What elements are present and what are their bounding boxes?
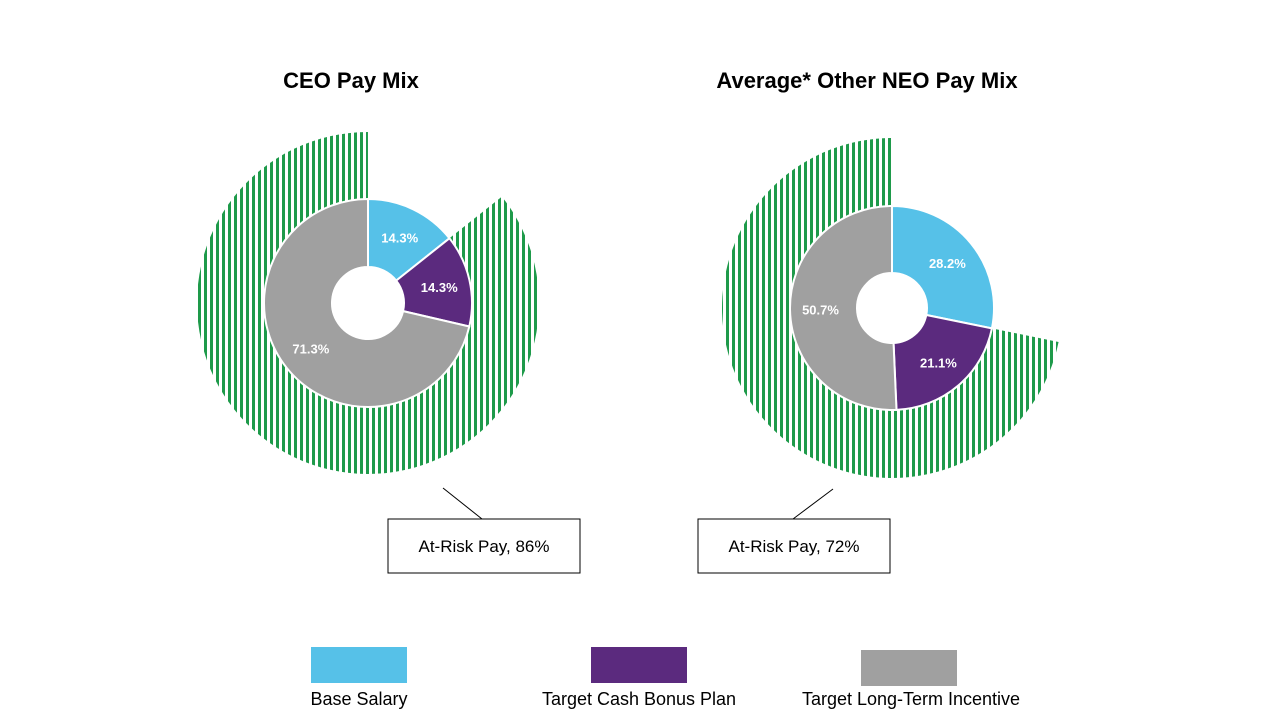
ceo-at-risk-ring	[197, 132, 539, 474]
ceo-slice-long-term-incentive	[263, 197, 471, 408]
neo-slice-label-base-salary: 28.2%	[929, 256, 966, 271]
ceo-slice-label-cash-bonus: 14.3%	[421, 280, 458, 295]
ceo-callout-leader	[442, 487, 483, 520]
neo-slice-labels: 28.2% 21.1% 50.7%	[802, 256, 966, 371]
neo-chart-title: Average* Other NEO Pay Mix	[716, 68, 1018, 93]
legend-label-base-salary: Base Salary	[310, 689, 407, 709]
neo-at-risk-ring	[722, 138, 1059, 478]
ceo-at-risk-label: At-Risk Pay, 86%	[418, 537, 549, 556]
neo-slice-label-cash-bonus: 21.1%	[920, 355, 957, 370]
ceo-at-risk-arc	[197, 132, 539, 474]
neo-at-risk-label: At-Risk Pay, 72%	[728, 537, 859, 556]
ceo-slice-label-long-term-incentive: 71.3%	[292, 341, 329, 356]
ceo-donut	[263, 197, 473, 408]
ceo-slice-labels: 14.3% 14.3% 71.3%	[292, 230, 458, 356]
ceo-pay-mix-chart: CEO Pay Mix 14.3% 14.3% 71.3% At-Risk Pay,…	[197, 68, 581, 574]
legend-swatch-cash-bonus	[591, 647, 687, 683]
legend-swatch-long-term-incentive	[861, 650, 957, 686]
ceo-chart-title: CEO Pay Mix	[283, 68, 419, 93]
neo-callout-box	[697, 518, 891, 574]
neo-donut	[789, 204, 995, 411]
legend-label-long-term-incentive: Target Long-Term Incentive	[802, 689, 1020, 709]
neo-callout-leader	[792, 488, 834, 520]
legend-label-cash-bonus: Target Cash Bonus Plan	[542, 689, 736, 709]
ceo-slice-base-salary	[367, 197, 451, 283]
neo-slice-long-term-incentive	[789, 204, 898, 411]
neo-slice-base-salary	[891, 204, 995, 330]
neo-slice-cash-bonus	[892, 313, 994, 411]
neo-at-risk-arc	[722, 138, 1059, 478]
ceo-callout-box	[387, 518, 581, 574]
ceo-slice-label-base-salary: 14.3%	[381, 230, 418, 245]
ceo-slice-cash-bonus	[394, 236, 473, 328]
legend-swatch-base-salary	[311, 647, 407, 683]
neo-slice-label-long-term-incentive: 50.7%	[802, 303, 839, 318]
neo-pay-mix-chart: Average* Other NEO Pay Mix 28.2% 21.1% 50.…	[697, 68, 1059, 574]
legend: Base Salary Target Cash Bonus Plan Targe…	[310, 647, 1020, 709]
